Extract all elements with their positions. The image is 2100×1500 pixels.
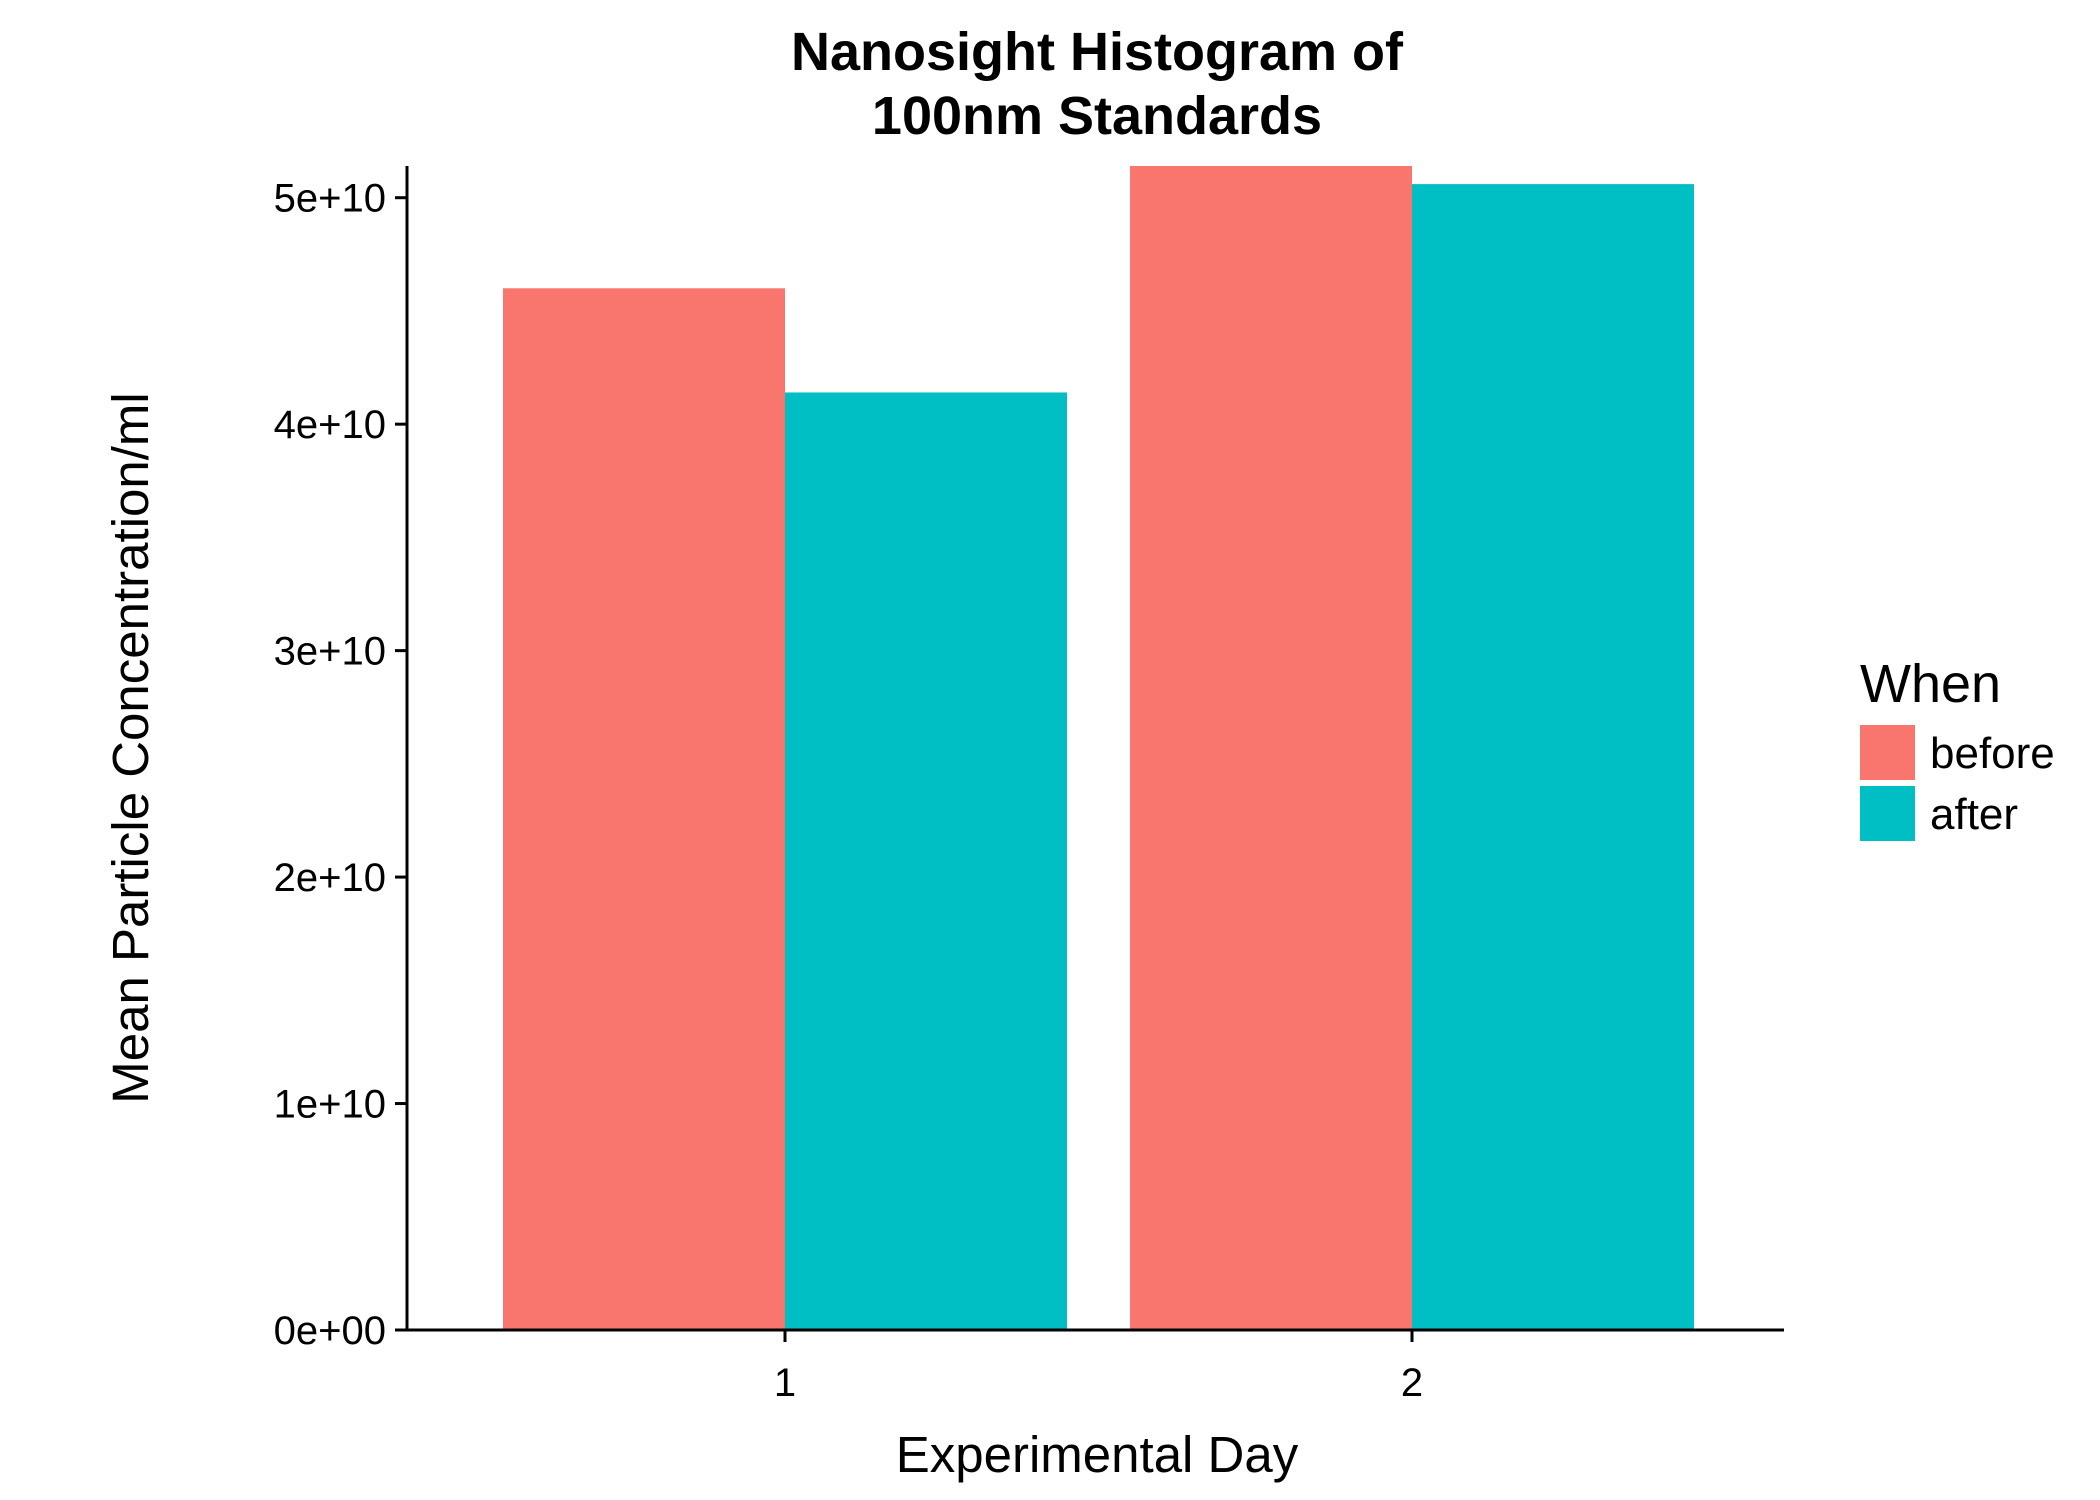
legend-key-after: [1860, 786, 1915, 841]
bars-group: [503, 166, 1694, 1331]
bar-day-1-before: [503, 288, 785, 1330]
legend-key-before: [1860, 725, 1915, 780]
y-axis-title: Mean Particle Concentration/ml: [102, 392, 159, 1104]
chart-title: Nanosight Histogram of 100nm Standards: [791, 22, 1404, 146]
bar-day-1-after: [785, 392, 1067, 1331]
legend-label-before: before: [1930, 729, 2055, 778]
y-tick-label: 3e+10: [274, 630, 386, 674]
y-axis-ticks: 0e+00 1e+10 2e+10 3e+10 4e+10 5e+10: [274, 177, 407, 1353]
y-tick-label: 0e+00: [274, 1309, 386, 1353]
legend: When before after: [1860, 654, 2055, 841]
y-tick-label: 1e+10: [274, 1083, 386, 1127]
chart-title-line-2: 100nm Standards: [872, 86, 1322, 146]
chart-title-line-1: Nanosight Histogram of: [791, 22, 1404, 82]
bar-day-2-after: [1412, 184, 1694, 1331]
legend-label-after: after: [1930, 790, 2018, 839]
x-tick-label: 1: [774, 1361, 796, 1405]
x-tick-label: 2: [1401, 1361, 1423, 1405]
legend-title: When: [1860, 654, 2001, 714]
y-tick-label: 5e+10: [274, 177, 386, 221]
y-tick-label: 4e+10: [274, 403, 386, 447]
y-tick-label: 2e+10: [274, 856, 386, 900]
x-axis-title: Experimental Day: [896, 1426, 1299, 1483]
bar-day-2-before: [1130, 166, 1412, 1330]
